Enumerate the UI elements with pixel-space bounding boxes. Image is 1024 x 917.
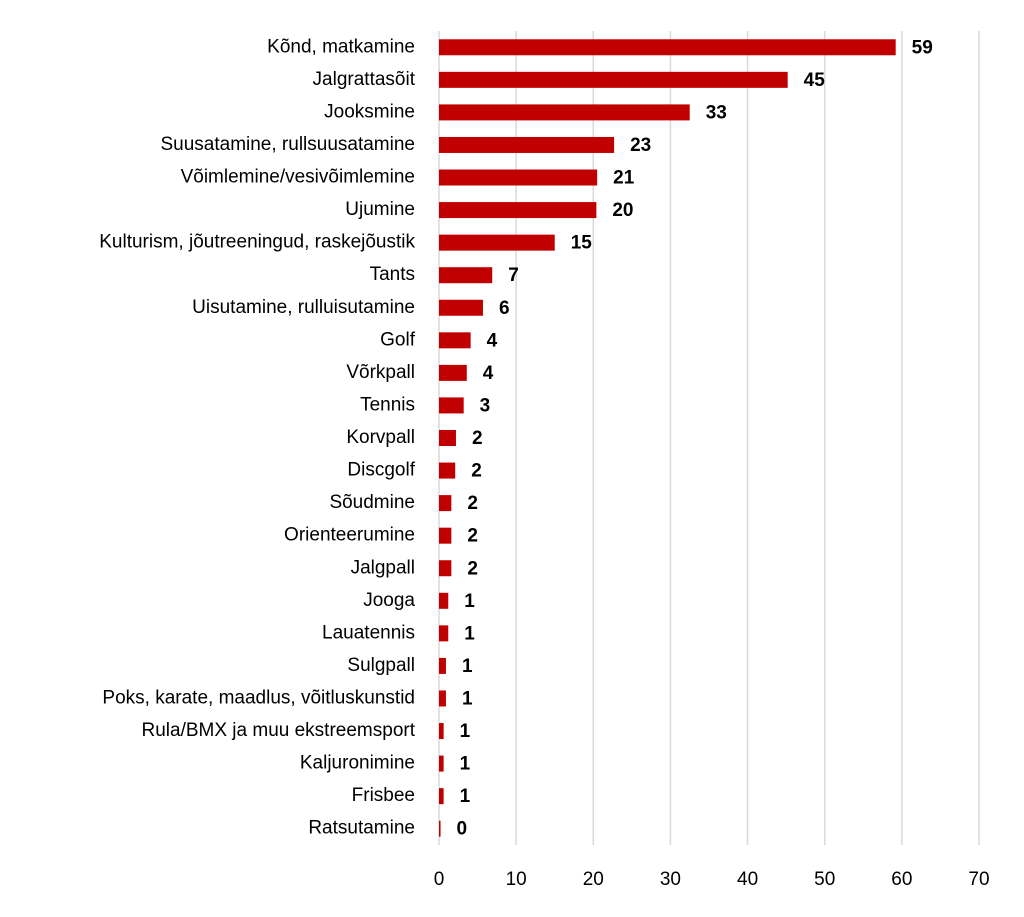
category-label: Orienteerumine [284,525,415,546]
value-label: 1 [464,623,475,644]
category-label: Kõnd, matkamine [267,36,415,57]
category-label: Sõudmine [329,492,415,513]
value-label: 45 [804,70,826,91]
category-label: Sulgpall [347,655,415,676]
bar [439,495,452,512]
value-label: 2 [471,461,482,482]
value-label: 21 [613,168,635,189]
x-tick-label: 10 [506,869,527,890]
value-label: 2 [467,493,478,514]
category-label: Ujumine [345,199,415,220]
bar [439,788,444,805]
category-label: Jooksmine [324,101,415,122]
value-label: 2 [467,558,478,579]
value-label: 15 [571,233,593,254]
category-label: Uisutamine, rulluisutamine [192,297,415,318]
x-tick-label: 50 [814,869,835,890]
category-label: Jalgrattasõit [313,69,416,90]
category-label: Rula/BMX ja muu ekstreemsport [142,720,416,741]
category-label: Võrkpall [346,362,415,383]
value-label: 1 [460,786,471,807]
category-label: Tants [370,264,415,285]
bar [439,755,444,772]
bar [439,267,493,284]
value-label: 3 [480,395,491,416]
x-tick-label: 20 [583,869,604,890]
bar [439,625,449,642]
category-label: Kaljuronimine [300,753,415,774]
bar [439,820,441,837]
value-label: 33 [706,102,727,123]
category-label: Ratsutamine [308,818,415,839]
x-tick-label: 60 [891,869,912,890]
bar [439,104,690,121]
bar [439,462,456,479]
bar [439,332,471,349]
bar [439,71,788,88]
bar [439,169,598,186]
category-label: Võimlemine/vesivõimlemine [181,167,415,188]
value-label: 1 [462,688,473,709]
category-label: Discgolf [347,460,415,481]
bar [439,39,896,56]
bar [439,690,446,707]
category-label: Kulturism, jõutreeningud, raskejõustik [99,232,415,253]
category-label: Tennis [360,394,415,415]
category-label: Korvpall [346,427,415,448]
value-label: 6 [499,298,510,319]
value-label: 2 [467,526,478,547]
bar [439,364,467,381]
category-label: Frisbee [352,785,415,806]
category-label: Golf [380,329,416,350]
bar [439,202,597,219]
bar [439,657,446,674]
bar [439,430,456,446]
x-tick-label: 30 [660,869,681,890]
value-label: 1 [460,754,471,775]
bar [439,136,615,153]
x-tick-label: 70 [968,869,989,890]
value-label: 1 [464,591,475,612]
value-label: 4 [487,330,498,351]
bar [439,527,452,544]
value-label: 23 [630,135,651,156]
bar [439,592,449,609]
bar [439,299,483,316]
bar [439,397,464,414]
value-label: 20 [612,200,633,221]
bar [439,234,555,251]
category-label: Jalgpall [351,557,415,578]
value-label: 0 [457,819,468,840]
value-label: 2 [472,428,483,449]
bar [439,560,452,577]
category-label: Suusatamine, rullsuusatamine [160,134,415,155]
x-tick-label: 40 [737,869,758,890]
category-label: Jooga [363,590,415,611]
category-label: Lauatennis [322,622,415,643]
value-label: 1 [462,656,473,677]
value-label: 59 [912,37,933,58]
value-label: 4 [483,363,494,384]
x-tick-label: 0 [434,869,445,890]
value-label: 1 [460,721,471,742]
value-label: 7 [508,265,519,286]
bar [439,723,444,740]
category-label: Poks, karate, maadlus, võitluskunstid [102,687,415,708]
